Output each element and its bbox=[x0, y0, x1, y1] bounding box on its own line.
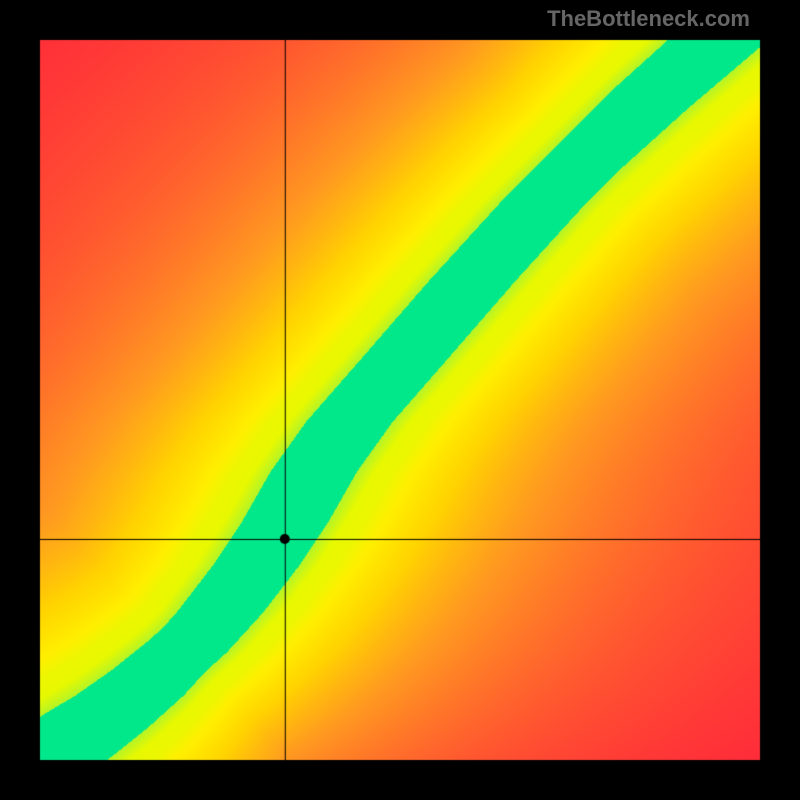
bottleneck-heatmap bbox=[0, 0, 800, 800]
watermark-text: TheBottleneck.com bbox=[547, 6, 750, 32]
chart-container: TheBottleneck.com bbox=[0, 0, 800, 800]
